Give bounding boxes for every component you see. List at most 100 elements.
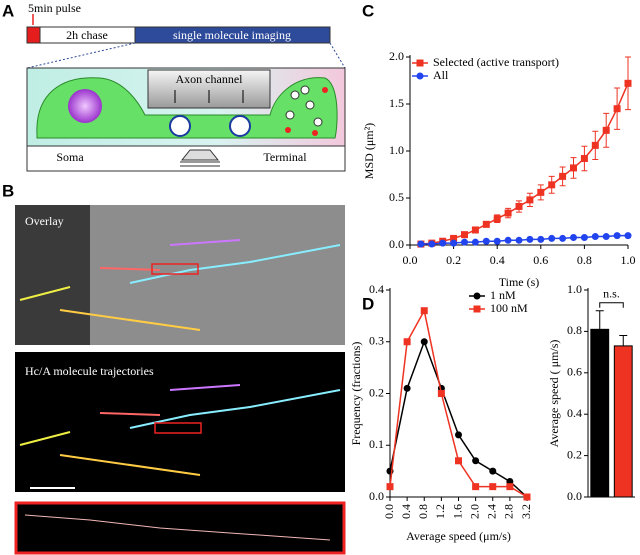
data-point [613, 232, 621, 240]
y-tick-label: 1.5 [389, 96, 404, 110]
data-point [523, 493, 531, 501]
vesicle [169, 115, 191, 137]
imaging-label: single molecule imaging [173, 28, 291, 42]
data-point [515, 236, 523, 244]
data-point [613, 105, 621, 113]
terminal-label: Terminal [263, 150, 307, 164]
data-point [439, 239, 447, 247]
legend-label: 1 nM [490, 288, 516, 302]
data-point [450, 239, 458, 247]
series-line [420, 83, 629, 245]
data-point [489, 483, 497, 491]
y-tick-label: 1.0 [389, 143, 404, 157]
trajectories [19, 239, 341, 476]
series-line [389, 339, 528, 498]
y-tick-label: 0.5 [389, 190, 404, 204]
y-tick-label: 0.0 [389, 237, 404, 251]
trajectory-image [15, 352, 345, 492]
panel-label: B [2, 181, 14, 200]
imaging-box [134, 26, 331, 44]
x-tick-label: 0.6 [533, 253, 548, 267]
data-point [461, 231, 468, 239]
pulse-box [26, 26, 41, 44]
y-tick-label: 0.6 [567, 365, 582, 379]
data-point [428, 240, 436, 248]
y-tick-label: 0.4 [567, 406, 582, 420]
data-point [570, 164, 577, 172]
data-point [624, 232, 632, 240]
data-point [482, 220, 490, 228]
panel-label: D [362, 294, 374, 313]
data-point [471, 226, 479, 234]
particles [285, 87, 328, 136]
panel-label: A [2, 1, 14, 20]
x-axis-label: Average speed (μm/s) [406, 529, 511, 543]
y-axis-label: Average speed ( μm/s) [547, 340, 561, 448]
panel-label: C [362, 1, 374, 20]
data-point [420, 338, 428, 346]
data-point [580, 233, 588, 241]
legend-marker [473, 305, 481, 313]
zoom-line [26, 42, 136, 69]
chase-label: 2h chase [66, 28, 108, 42]
data-point [602, 233, 610, 241]
data-point [591, 233, 599, 241]
micrographs: Overlay Hc/A molecule trajectories [14, 205, 346, 555]
zoom-trajectory [24, 514, 331, 541]
x-tick-label: 2.4 [485, 504, 499, 519]
x-tick-label: 0.4 [399, 504, 413, 519]
data-point [403, 384, 411, 392]
channel [147, 69, 271, 109]
legend-label: Selected (active transport) [433, 55, 559, 69]
y-tick-label: 0.0 [567, 489, 582, 503]
data-point [455, 457, 462, 465]
x-tick-label: 0.0 [403, 253, 418, 267]
x-tick-label: 1.6 [450, 504, 464, 519]
data-point [455, 431, 462, 439]
data-point [472, 457, 480, 465]
data-point [602, 126, 610, 134]
x-tick-label: 0.4 [490, 253, 505, 267]
zoom-image [14, 501, 346, 555]
x-tick-label: 1.0 [621, 253, 636, 267]
data-point [515, 202, 523, 210]
x-tick-label: 1.2 [433, 504, 447, 519]
data-point [386, 483, 394, 491]
significance-bracket [599, 302, 624, 308]
overlay-image [15, 205, 90, 345]
x-tick-label: 0.2 [446, 253, 461, 267]
protocol-diagram: 5min pulse 2h chase single molecule imag… [26, 1, 346, 172]
data-point [417, 240, 425, 248]
x-tick-label: 0.8 [416, 504, 430, 519]
data-point [591, 141, 599, 149]
data-point [420, 307, 428, 315]
annotation: n.s. [603, 286, 620, 300]
zoom-line [329, 42, 346, 69]
nucleus [68, 89, 102, 123]
data-point [570, 233, 577, 241]
data-point [504, 236, 512, 244]
data-point [472, 483, 480, 491]
y-tick-label: 0.4 [369, 282, 384, 296]
data-point [537, 235, 545, 243]
data-point [482, 237, 490, 245]
vesicle [229, 115, 251, 137]
data-point [526, 196, 534, 204]
soma-label: Soma [56, 150, 84, 164]
error-bar [595, 310, 604, 330]
overlay-label: Overlay [25, 214, 64, 228]
y-axis-label: MSD (μm²) [362, 123, 376, 179]
x-axis-label: Time (s) [499, 275, 540, 289]
data-point [403, 338, 411, 346]
data-point [624, 79, 632, 87]
legend-marker [416, 59, 424, 67]
data-point [537, 188, 545, 196]
y-tick-label: 0.1 [369, 437, 384, 451]
y-tick-label: 2.0 [389, 49, 404, 63]
neuron [36, 77, 338, 139]
data-point [493, 237, 501, 245]
data-point [548, 234, 556, 242]
legend-marker [473, 292, 481, 300]
bar [613, 345, 633, 498]
